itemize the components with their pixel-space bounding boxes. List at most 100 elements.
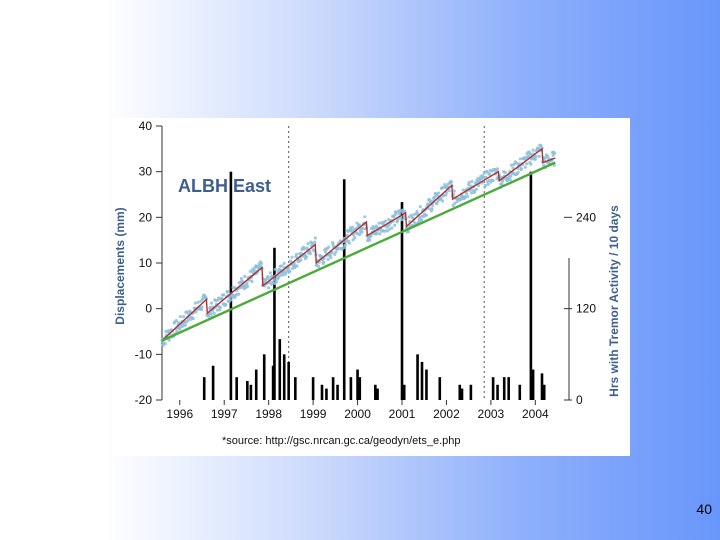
tremor-bar: [278, 339, 282, 400]
gps-point: [191, 316, 195, 321]
gps-point: [290, 255, 294, 259]
gps-point: [326, 257, 330, 261]
gps-point: [407, 215, 411, 219]
gps-point: [229, 298, 233, 302]
gps-point: [199, 307, 204, 312]
tremor-bar: [358, 377, 362, 400]
gps-point: [444, 193, 448, 197]
y-axis-left-label: Displacements (mm): [113, 207, 127, 324]
gps-point: [486, 182, 490, 186]
gps-point: [402, 214, 406, 218]
gps-point: [393, 223, 397, 227]
y-right-tick-label: 240: [576, 210, 596, 224]
gps-point: [182, 315, 186, 319]
tremor-bar: [507, 377, 510, 400]
gps-point: [470, 179, 474, 184]
gps-point: [266, 276, 270, 281]
gps-point: [313, 236, 317, 240]
gps-point: [419, 218, 424, 222]
gps-point: [329, 255, 333, 260]
gps-point: [282, 261, 286, 265]
gps-point: [512, 162, 516, 167]
gps-point: [250, 279, 254, 284]
chart-title: ALBH East: [178, 176, 271, 196]
gps-point: [287, 266, 291, 270]
tremor-bar: [235, 377, 238, 400]
x-tick-label: 1997: [211, 407, 238, 421]
gps-point: [519, 167, 524, 171]
gps-point: [306, 242, 310, 246]
y-right-tick-label: 120: [576, 302, 596, 316]
tremor-bar: [229, 171, 233, 400]
gps-point: [174, 319, 179, 323]
gps-point: [304, 255, 309, 259]
gps-point: [334, 250, 338, 254]
y-left-tick-label: 40: [139, 119, 153, 133]
tremor-bar: [246, 380, 249, 400]
gps-point: [200, 305, 204, 309]
gps-point: [308, 252, 312, 256]
gps-point: [163, 342, 167, 346]
x-tick-label: 1998: [255, 407, 282, 421]
tremor-bar: [502, 377, 506, 400]
gps-point: [357, 223, 361, 227]
tremor-bar: [282, 354, 286, 400]
gps-point: [239, 276, 244, 281]
gps-point: [474, 187, 479, 191]
gps-point: [295, 264, 299, 268]
x-tick-label: 1999: [300, 407, 327, 421]
gps-point: [545, 154, 550, 158]
x-tick-label: 2001: [389, 407, 416, 421]
y-left-tick-label: 20: [139, 210, 153, 224]
gps-point: [224, 303, 228, 307]
gps-point: [167, 338, 171, 342]
tremor-bar: [325, 388, 328, 400]
gps-point: [509, 174, 513, 178]
gps-point: [383, 219, 387, 223]
y-left-tick-label: 30: [139, 165, 153, 179]
y-axis-right-label: Hrs with Tremor Activity / 10 days: [607, 205, 621, 397]
tremor-bar: [491, 377, 495, 400]
sawtooth-fit-line: [161, 147, 556, 342]
tremor-bar: [331, 377, 335, 400]
gps-point: [453, 201, 457, 206]
gps-point: [430, 203, 435, 207]
gps-point: [533, 157, 537, 161]
gps-point: [259, 261, 264, 265]
gps-point: [385, 225, 389, 229]
gps-point: [440, 199, 445, 203]
gps-point: [477, 184, 481, 188]
gps-point: [465, 194, 470, 198]
tremor-bar: [273, 247, 276, 400]
gps-point: [369, 234, 373, 238]
gps-point: [439, 196, 443, 200]
tremor-bar: [311, 377, 315, 400]
tremor-bar: [349, 377, 353, 400]
gps-point: [196, 300, 200, 304]
gps-point: [435, 194, 440, 198]
gps-point: [183, 323, 187, 327]
gps-point: [527, 154, 531, 158]
gps-point: [267, 286, 271, 290]
gps-point: [243, 274, 247, 278]
y-left-tick-label: -10: [135, 347, 153, 361]
gps-point: [343, 243, 347, 247]
gps-point: [363, 215, 367, 219]
gps-point: [397, 212, 401, 216]
gps-point: [385, 229, 390, 233]
x-tick-label: 2004: [522, 407, 549, 421]
gps-point: [433, 195, 437, 199]
gps-point: [175, 329, 179, 333]
gps-point: [280, 273, 285, 277]
x-tick-label: 2000: [344, 407, 371, 421]
chart-figure: -20 -10 0 10 20 30 40 0 120 240 1996 1997 1998 1999 20…: [112, 118, 630, 456]
gps-point: [435, 201, 439, 206]
gps-point: [418, 204, 422, 209]
y-left-tick-label: 10: [139, 256, 153, 270]
gps-point: [375, 231, 379, 235]
x-tick-label: 2003: [478, 407, 505, 421]
gps-point: [313, 240, 317, 244]
gps-point: [531, 148, 535, 152]
tremor-bar: [420, 361, 424, 400]
gps-point: [514, 161, 519, 165]
